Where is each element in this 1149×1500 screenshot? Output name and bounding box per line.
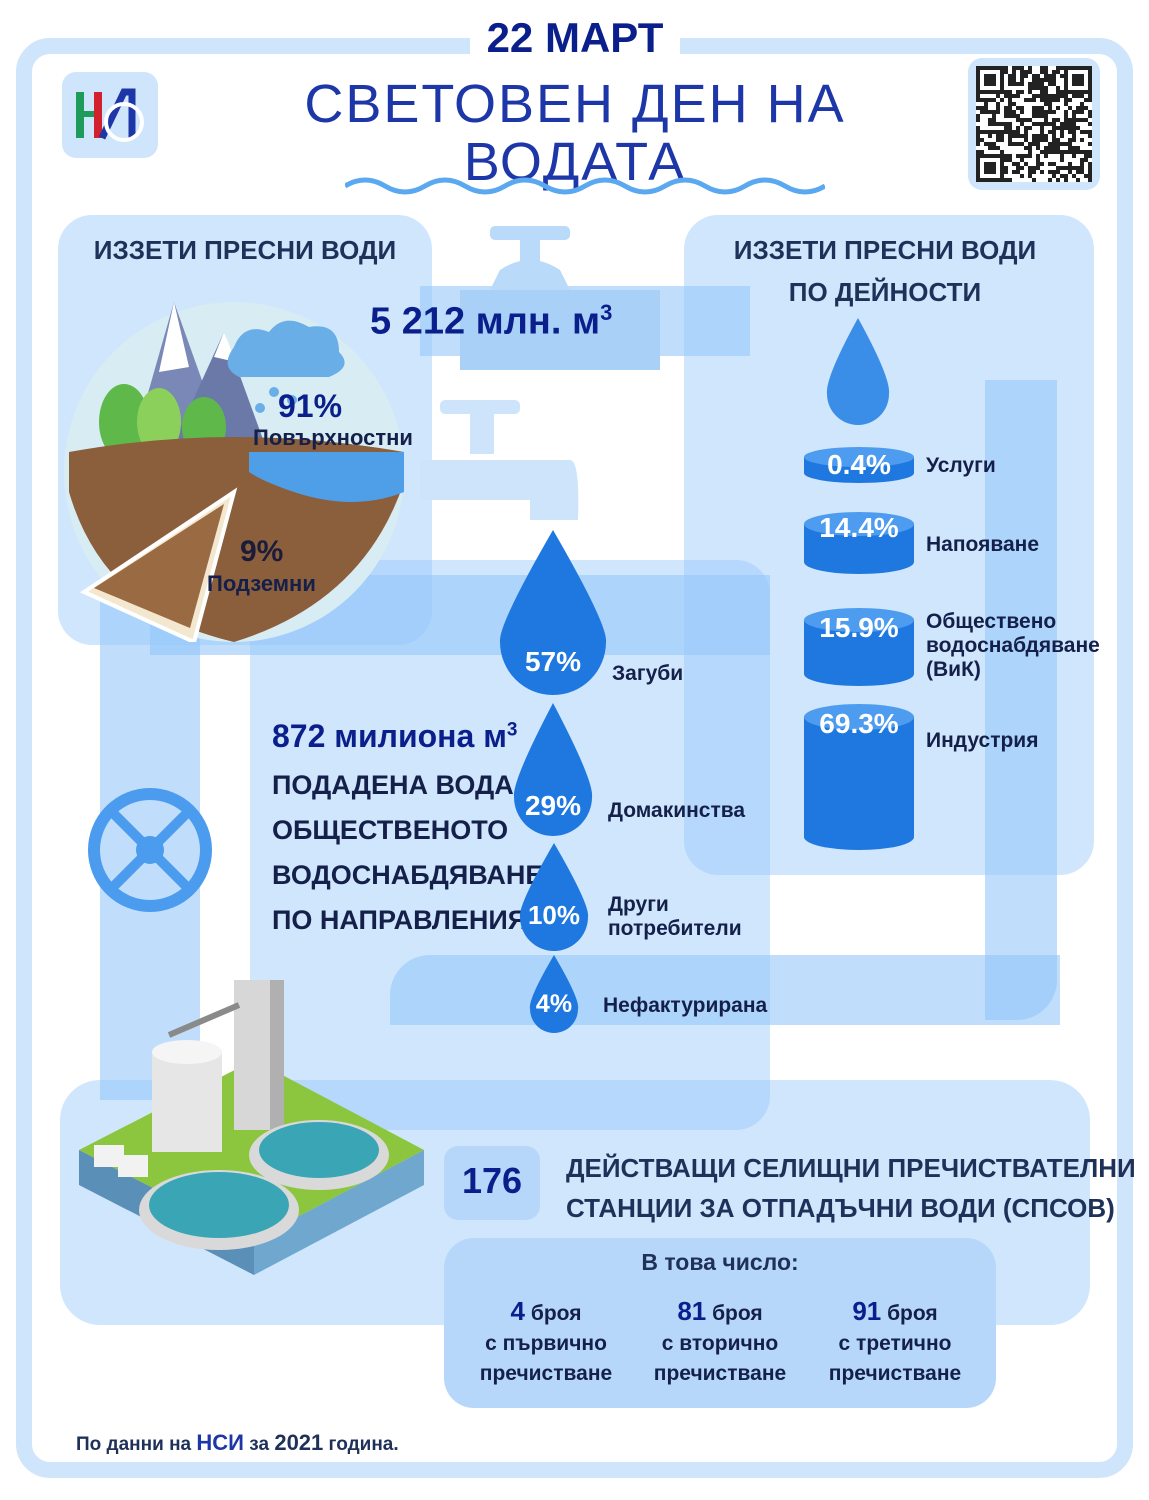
drop-households-icon	[513, 703, 593, 836]
pipe-bottom-horizontal	[390, 955, 1060, 1025]
other-consumers-label-line-2: потребители	[608, 917, 742, 940]
other-consumers-label-line-1: Други	[608, 893, 669, 916]
tertiary-line-1: с третично	[838, 1332, 952, 1355]
tertiary-count: 91	[852, 1296, 882, 1326]
cylinder-public-supply-icon	[804, 608, 914, 686]
drop-unbilled-icon	[529, 955, 579, 1033]
primary-count: 4	[510, 1296, 525, 1326]
ground-label: Подземни	[207, 571, 316, 596]
tertiary-unit: броя	[887, 1302, 938, 1325]
irrigation-label: Напояване	[926, 533, 1040, 556]
stations-line-2: СТАНЦИИ ЗА ОТПАДЪЧНИ ВОДИ (СПСОВ)	[566, 1193, 1115, 1223]
valve-wheel-icon	[88, 788, 212, 912]
secondary-treatment-stat: 81 броя с вторично пречистване	[640, 1296, 800, 1389]
primary-line-2: пречистване	[479, 1362, 613, 1385]
activities-title-line-2: ПО ДЕЙНОСТИ	[788, 277, 982, 307]
drop-losses-icon	[499, 530, 607, 695]
cylinder-irrigation-icon	[804, 512, 914, 574]
stations-line-1: ДЕЙСТВАЩИ СЕЛИЩНИ ПРЕЧИСТВАТЕЛНИ	[566, 1153, 1136, 1183]
stations-count: 176	[461, 1160, 523, 1201]
total-value: 5 212 млн. м	[370, 300, 601, 343]
primary-line-1: с първично	[485, 1332, 607, 1355]
primary-treatment-stat: 4 броя с първично пречистване	[466, 1296, 626, 1389]
water-drop-icon	[826, 318, 890, 425]
supplied-description: ПОДАДЕНА ВОДА ОТ ОБЩЕСТВЕНОТО ВОДОСНАБДЯ…	[272, 763, 559, 943]
treatment-breakdown-box	[444, 1238, 996, 1408]
cylinder-industry-icon	[804, 704, 914, 850]
date-heading: 22 МАРТ	[470, 10, 680, 66]
treatment-plant-illustration	[79, 980, 424, 1275]
secondary-line-2: пречистване	[653, 1362, 787, 1385]
source-note-org: НСИ	[196, 1430, 244, 1455]
secondary-unit: броя	[712, 1302, 763, 1325]
losses-label: Загуби	[612, 662, 684, 685]
households-label: Домакинства	[608, 799, 746, 822]
stations-description: ДЕЙСТВАЩИ СЕЛИЩНИ ПРЕЧИСТВАТЕЛНИ СТАНЦИИ…	[566, 1148, 1136, 1228]
ground-percent: 9%	[240, 535, 284, 568]
supplied-water-value: 872 милиона м3	[272, 718, 517, 755]
services-percent: 0.4%	[827, 449, 891, 480]
drop-other-consumers-icon	[519, 843, 589, 951]
page-title: СВЕТОВЕН ДЕН НА ВОДАТА	[300, 75, 850, 191]
activities-title-line-1: ИЗЗЕТИ ПРЕСНИ ВОДИ	[733, 235, 1037, 265]
losses-percent: 57%	[524, 646, 582, 677]
qr-code	[968, 58, 1100, 190]
page-frame	[16, 38, 1133, 1478]
stations-count-box	[444, 1146, 540, 1220]
public-supply-label-line-2: водоснабдяване	[926, 634, 1100, 657]
other-consumers-percent: 10%	[527, 900, 581, 930]
public-supply-label-line-1: Обществено	[926, 610, 1057, 633]
source-note-year: 2021	[274, 1430, 324, 1455]
secondary-count: 81	[677, 1296, 707, 1326]
cylinder-services-icon	[804, 447, 914, 483]
including-label: В това число:	[641, 1249, 799, 1275]
supplied-line-2: ОБЩЕСТВЕНОТО	[272, 815, 509, 845]
irrigation-percent: 14.4%	[819, 512, 899, 543]
supplied-line-3: ВОДОСНАБДЯВАНЕ	[272, 860, 544, 890]
services-label: Услуги	[926, 454, 996, 477]
pipe-right-vertical	[985, 380, 1057, 1020]
total-unit-sup: 3	[600, 300, 613, 325]
activities-title: ИЗЗЕТИ ПРЕСНИ ВОДИ ПО ДЕЙНОСТИ	[700, 232, 1070, 310]
landscape-illustration	[64, 302, 404, 642]
water-tap-icon	[420, 226, 660, 520]
source-note-text-3: година.	[323, 1434, 399, 1455]
other-consumers-label: Други потребители	[608, 893, 742, 941]
supplied-line-4: ПО НАПРАВЛЕНИЯ	[272, 905, 528, 935]
tertiary-line-2: пречистване	[828, 1362, 962, 1385]
public-supply-label: Обществено водоснабдяване (ВиК)	[926, 610, 1100, 682]
households-percent: 29%	[524, 790, 582, 821]
title-line-2: ВОДАТА	[463, 132, 687, 192]
unbilled-label: Нефактурирана	[603, 994, 768, 1017]
source-note-text-2: за	[244, 1434, 275, 1455]
nsi-logo	[62, 72, 158, 158]
surface-label: Повърхностни	[253, 425, 413, 450]
supplied-line-1: ПОДАДЕНА ВОДА ОТ	[272, 770, 559, 800]
surface-percent: 91%	[278, 388, 343, 424]
secondary-line-1: с вторично	[661, 1332, 779, 1355]
industry-percent: 69.3%	[819, 708, 899, 739]
supplied-value: 872 милиона м	[272, 718, 507, 754]
primary-unit: броя	[530, 1302, 582, 1325]
title-line-1: СВЕТОВЕН ДЕН НА	[304, 74, 846, 134]
public-supply-label-line-3: (ВиК)	[926, 658, 981, 681]
withdrawn-title: ИЗЗЕТИ ПРЕСНИ ВОДИ	[93, 235, 397, 265]
public-supply-percent: 15.9%	[819, 612, 899, 643]
source-note: По данни на НСИ за 2021 година.	[76, 1430, 399, 1456]
wave-divider	[345, 177, 825, 195]
source-note-text-1: По данни на	[76, 1434, 197, 1455]
tertiary-treatment-stat: 91 броя с третично пречистване	[815, 1296, 975, 1389]
industry-label: Индустрия	[926, 729, 1039, 752]
unbilled-percent: 4%	[535, 990, 573, 1018]
total-withdrawn-value: 5 212 млн. м3	[370, 300, 612, 344]
supplied-unit-sup: 3	[506, 719, 518, 741]
